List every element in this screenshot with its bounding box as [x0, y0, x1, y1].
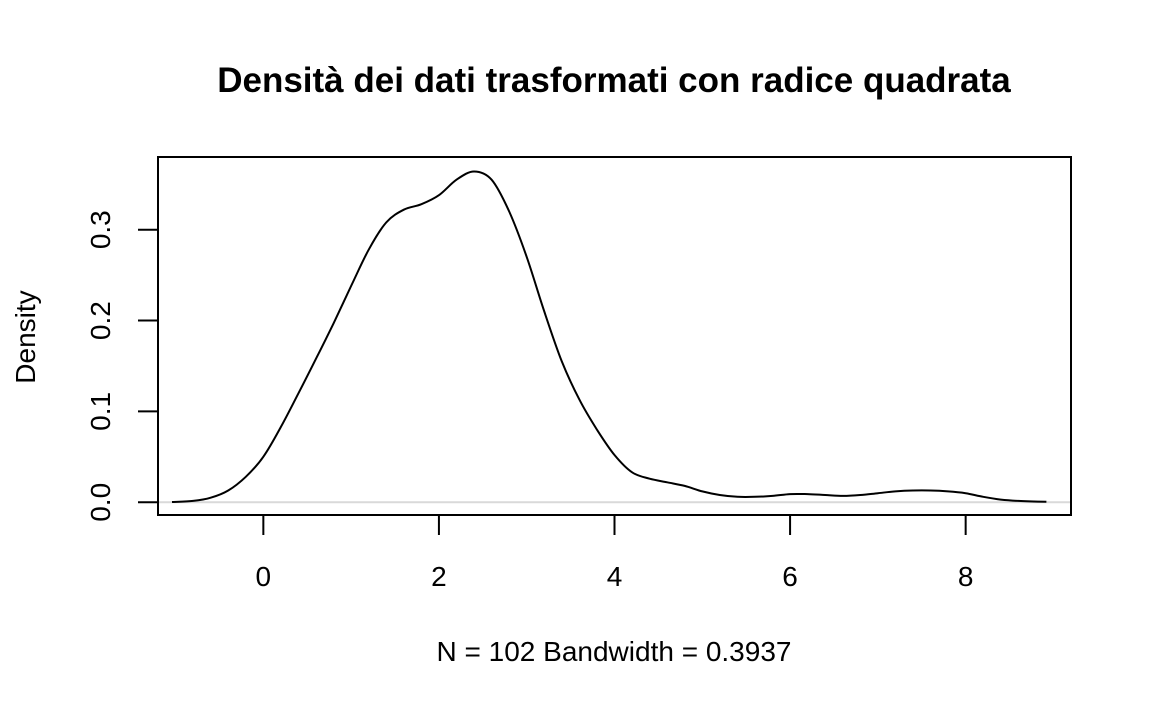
x-tick-label: 2 [431, 561, 447, 592]
x-tick-label: 0 [256, 561, 272, 592]
x-tick-label: 6 [782, 561, 798, 592]
y-tick-label: 0.2 [85, 301, 116, 340]
x-tick-label: 4 [607, 561, 623, 592]
y-axis-label: Density [10, 290, 41, 383]
y-axis: 0.0 0.1 0.2 0.3 [85, 210, 159, 522]
density-curve [171, 170, 1047, 503]
y-tick-label: 0.0 [85, 483, 116, 522]
plot-frame [157, 156, 1072, 516]
y-tick-label: 0.1 [85, 392, 116, 431]
y-tick-label: 0.3 [85, 210, 116, 249]
x-axis: 0 2 4 6 8 [256, 514, 974, 592]
x-axis-label: N = 102 Bandwidth = 0.3937 [437, 636, 792, 667]
x-tick-label: 8 [958, 561, 974, 592]
chart-title: Densità dei dati trasformati con radice … [217, 61, 1011, 100]
